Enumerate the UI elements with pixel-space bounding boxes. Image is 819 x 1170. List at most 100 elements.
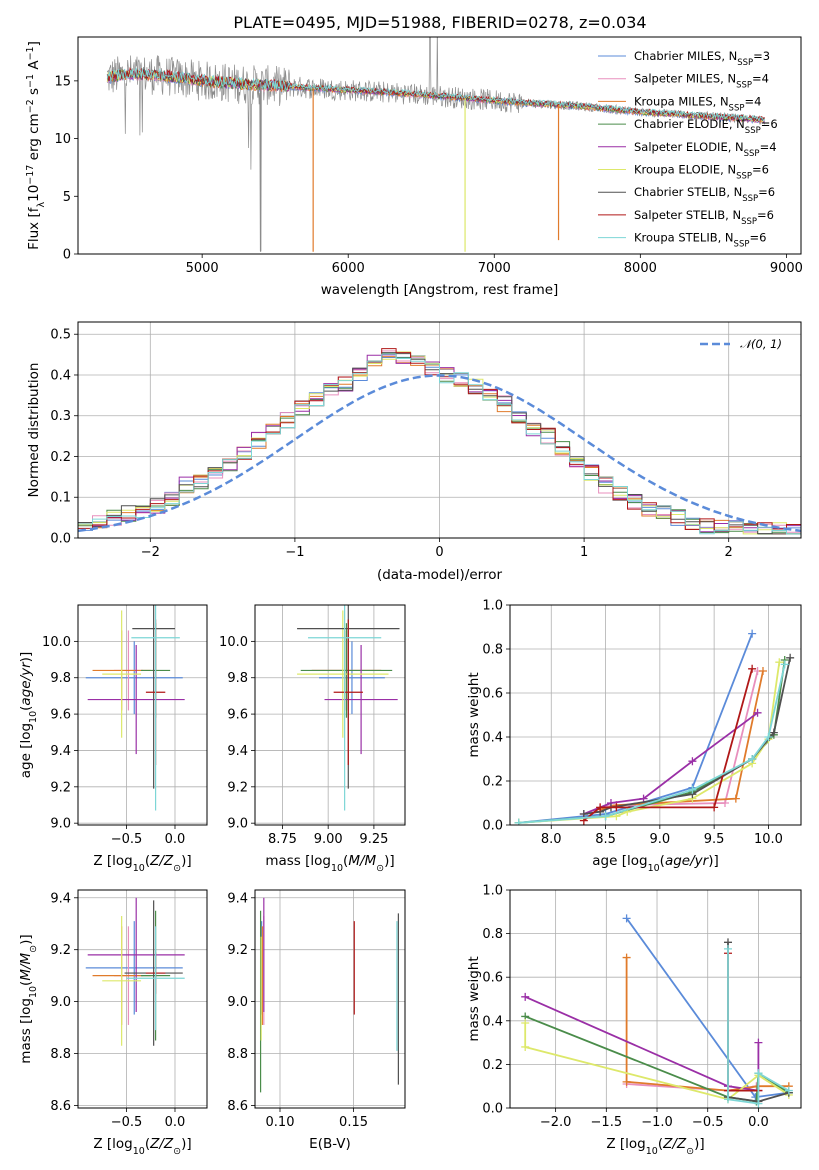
weight-marker [769, 728, 778, 737]
y-tick-label: 0.4 [482, 1014, 503, 1029]
residuals-frame [77, 321, 802, 539]
label-part: 10 [28, 986, 39, 998]
legend-entry: Kroupa STELIB, NSSP=6 [634, 231, 766, 250]
x-axis-label: Z [log10(Z/Z⊙)] [93, 1136, 191, 1157]
y-tick-label: 8.8 [227, 1047, 248, 1062]
ebv_vs_mass-axes: 0.10 0.15 8.6 8.8 9.0 9.2 9.4 [227, 890, 405, 1130]
spectrum-lines [106, 37, 765, 252]
label-part: 10 [646, 1146, 658, 1157]
legend-entry: Chabrier STELIB, NSSP=6 [634, 185, 775, 204]
label-part: ( [18, 981, 34, 986]
Z_vs_age-frame [77, 604, 208, 826]
label-part: ( [660, 853, 665, 869]
ebv_vs_mass-errorbars [259, 897, 399, 1093]
weight-marker [748, 664, 757, 673]
histogram-lines [78, 348, 801, 535]
y-tick-label: 0.4 [50, 368, 71, 383]
y-tick-label: 0.0 [482, 819, 503, 834]
legend-entry: Salpeter ELODIE, NSSP=4 [634, 140, 777, 159]
weight-marker [748, 755, 757, 763]
label-part: ⊙ [173, 1146, 181, 1157]
x-axis-label: (data-model)/error [377, 567, 503, 583]
y-tick-label: 0.0 [482, 1102, 503, 1117]
weight-series [599, 670, 759, 809]
label-part: ⊙ [376, 863, 384, 874]
weight-marker [688, 785, 697, 794]
label-part: s [26, 88, 42, 99]
label-part: )] [181, 1136, 192, 1152]
label-part: age/yr [18, 661, 34, 706]
weight-marker [688, 757, 697, 766]
x-axis-label: E(B-V) [309, 1136, 351, 1152]
y-tick-label: 1.0 [482, 599, 503, 614]
y-tick-label: 0.6 [482, 687, 503, 702]
legend-text: Salpeter STELIB, N [634, 208, 741, 222]
legend-text: Chabrier ELODIE, N [634, 117, 745, 131]
legend-text: =4 [760, 140, 777, 154]
weight-marker [622, 953, 631, 962]
legend-text: =4 [752, 72, 769, 86]
x-tick-label: 9.0 [649, 832, 670, 847]
label-part: ( [18, 706, 34, 711]
mass_vs_age-frame [254, 604, 406, 826]
weight-marker [601, 812, 610, 821]
Z_vs_age-errorbars [85, 605, 185, 811]
label-part: ⊙ [28, 945, 39, 953]
weight-marker [723, 1095, 732, 1104]
y-tick-label: 10.0 [219, 635, 248, 650]
label-part: 10 [26, 185, 42, 202]
label-part: Z/Z [149, 1136, 174, 1152]
weight-marker [521, 1042, 530, 1051]
weight-marker [786, 653, 795, 662]
legend-text: Salpeter ELODIE, N [634, 140, 744, 154]
weight-marker [784, 1086, 793, 1095]
weight-marker [754, 1069, 763, 1078]
weight-marker [754, 1038, 763, 1047]
weight-marker [596, 803, 605, 812]
weight-marker [764, 733, 773, 741]
weight-marker [754, 1099, 763, 1108]
x-tick-label: −2 [141, 545, 160, 560]
label-part: A [26, 60, 42, 74]
x-axis-label: mass [log10(M/M⊙)] [265, 853, 394, 874]
mass_vs_age-axes: 8.75 9.00 9.25 9.0 9.2 9.4 9.6 9.8 10.0 [219, 605, 405, 847]
legend-text: Chabrier STELIB, N [634, 185, 742, 199]
x-tick-label: −1 [285, 545, 304, 560]
legend-text: =4 [744, 94, 761, 108]
label-part: )] [18, 652, 34, 663]
Z_vs_mass-frame [77, 889, 208, 1109]
legend-sub: SSP [729, 103, 745, 113]
weight-series [518, 664, 786, 824]
y-tick-label: 9.8 [227, 671, 248, 686]
x-tick-label: 7000 [478, 261, 511, 276]
label-part: −17 [25, 165, 36, 185]
y-axis-label: mass weight [466, 956, 482, 1041]
mass_vs_age-errorbars [297, 605, 400, 811]
weight-marker [521, 1018, 530, 1027]
x-tick-label: 8.75 [268, 832, 297, 847]
legend-text: Kroupa MILES, N [634, 94, 729, 108]
legend-text: =6 [749, 231, 766, 245]
legend-entry: Chabrier ELODIE, NSSP=6 [634, 117, 778, 136]
x-tick-label: −1.0 [641, 1115, 673, 1130]
legend-text: =6 [761, 117, 778, 131]
y-tick-label: 0.8 [482, 643, 503, 658]
y-tick-label: 9.2 [50, 943, 71, 958]
y-tick-label: 9.4 [50, 744, 71, 759]
x-tick-label: 1 [580, 545, 588, 560]
label-part: Z/Z [662, 1136, 687, 1152]
x-tick-label: 10.0 [754, 832, 783, 847]
label-part: −2 [25, 99, 36, 113]
legend-sub: SSP [736, 172, 752, 182]
y-tick-label: 0.2 [50, 450, 71, 465]
legend-text: Salpeter MILES, N [634, 72, 736, 86]
Z_vs_weight-lines [521, 914, 793, 1108]
histogram-series [78, 353, 801, 535]
x-tick-label: 0.0 [165, 1115, 186, 1130]
y-tick-label: 10.0 [42, 635, 71, 650]
y-axis-label: age [log10(age/yr)] [18, 652, 39, 778]
x-tick-label: 5000 [186, 261, 219, 276]
label-part: ] [26, 41, 42, 46]
